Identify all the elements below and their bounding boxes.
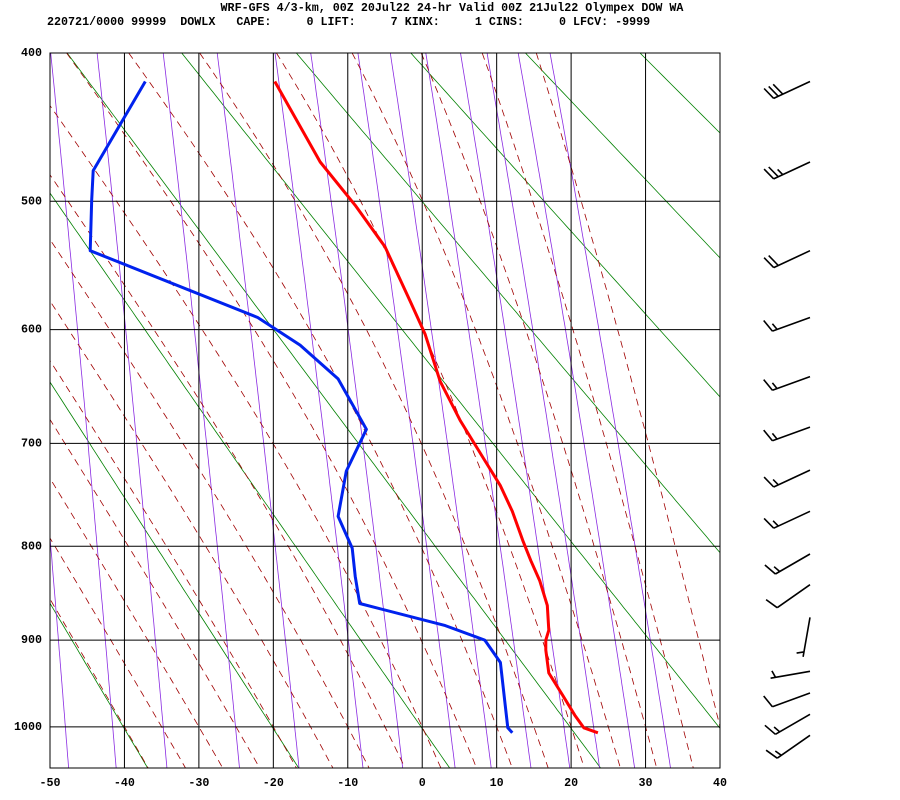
moist-adiabat <box>50 359 297 768</box>
wind-barb <box>763 249 811 269</box>
mixing-ratio-line <box>357 53 456 768</box>
wind-barb <box>763 161 811 180</box>
wind-barb <box>763 510 811 529</box>
mixing-ratio-line <box>0 53 10 768</box>
moist-adiabat <box>50 477 224 768</box>
wind-barb <box>770 670 811 679</box>
x-tick-label: 30 <box>639 776 653 790</box>
moist-adiabat <box>128 53 513 768</box>
moist-adiabat <box>420 53 658 768</box>
mixing-ratio-line <box>96 53 168 768</box>
y-tick-label: 800 <box>21 539 42 553</box>
moist-adiabat <box>199 53 549 768</box>
moist-adiabat <box>66 53 477 768</box>
chart-title: WRF-GFS 4/3-km, 00Z 20Jul22 24-hr Valid … <box>221 1 685 15</box>
dry-adiabat <box>295 53 720 554</box>
profile-line <box>88 80 514 734</box>
y-tick-label: 600 <box>21 323 42 337</box>
x-tick-label: -10 <box>337 776 358 790</box>
wind-barb <box>765 584 811 609</box>
mixing-ratio-line <box>486 53 600 768</box>
profiles <box>88 80 599 735</box>
x-tick-label: 10 <box>490 776 504 790</box>
dry-adiabat <box>50 381 300 768</box>
dry-adiabat <box>525 53 720 259</box>
moist-adiabat <box>535 53 720 729</box>
dry-adiabat <box>755 53 900 768</box>
grid: -50 -40 -30 -20 -10 0 10 20 30 40 400 500 600 700 800 9… <box>14 46 727 790</box>
reference-lines <box>0 53 900 768</box>
wind-barbs <box>763 80 811 759</box>
mixing-ratio-line <box>162 53 240 768</box>
y-tick-label: 900 <box>21 633 42 647</box>
y-tick-label: 500 <box>21 194 42 208</box>
mixing-ratio-line <box>50 53 117 768</box>
wind-barb <box>763 469 811 488</box>
y-tick-label: 400 <box>21 46 42 60</box>
mixing-ratio-line <box>274 53 364 768</box>
moist-adiabat <box>50 418 261 768</box>
moist-adiabat <box>50 238 370 768</box>
profile-line <box>273 80 599 735</box>
dry-adiabat <box>50 602 149 768</box>
mixing-ratio-line <box>460 53 571 768</box>
moist-adiabat <box>50 104 442 768</box>
wind-barb <box>763 316 811 332</box>
mixing-ratio-line <box>50 532 69 768</box>
x-tick-label: -20 <box>263 776 284 790</box>
plot-frame <box>49 52 721 769</box>
x-tick-label: -40 <box>114 776 135 790</box>
wind-barb <box>763 375 811 392</box>
moist-adiabat <box>50 537 186 768</box>
chart-subtitle: 220721/0000 99999 DOWLX CAPE: 0 LIFT: 7 … <box>47 15 650 29</box>
wind-barb <box>763 692 811 708</box>
moist-adiabat <box>50 174 406 768</box>
moist-adiabat <box>481 53 694 768</box>
mixing-ratio-line <box>310 53 404 768</box>
dry-adiabat <box>410 53 720 398</box>
wind-barb <box>763 80 811 100</box>
x-tick-label: 0 <box>419 776 426 790</box>
dry-adiabat <box>50 192 451 768</box>
x-tick-label: 20 <box>564 776 578 790</box>
moist-adiabat <box>276 53 585 768</box>
x-tick-label: 40 <box>713 776 727 790</box>
wind-barb <box>764 713 811 735</box>
mixing-ratio-line <box>216 53 300 768</box>
mixing-ratio-line <box>517 53 636 768</box>
mixing-ratio-line <box>389 53 492 768</box>
mixing-ratio-line <box>549 53 671 768</box>
wind-barb <box>764 553 811 575</box>
moist-adiabat <box>50 300 334 768</box>
moist-adiabat <box>50 598 149 768</box>
dry-adiabat <box>66 53 601 768</box>
y-tick-label: 700 <box>21 437 42 451</box>
x-tick-label: -30 <box>188 776 209 790</box>
wind-barb <box>765 734 811 759</box>
wind-barb <box>796 617 811 657</box>
dry-adiabat <box>639 53 720 134</box>
dry-adiabat <box>181 53 720 729</box>
x-tick-label: -50 <box>39 776 60 790</box>
moist-adiabat <box>351 53 621 768</box>
wind-barb <box>763 426 811 442</box>
y-tick-label: 1000 <box>14 720 42 734</box>
